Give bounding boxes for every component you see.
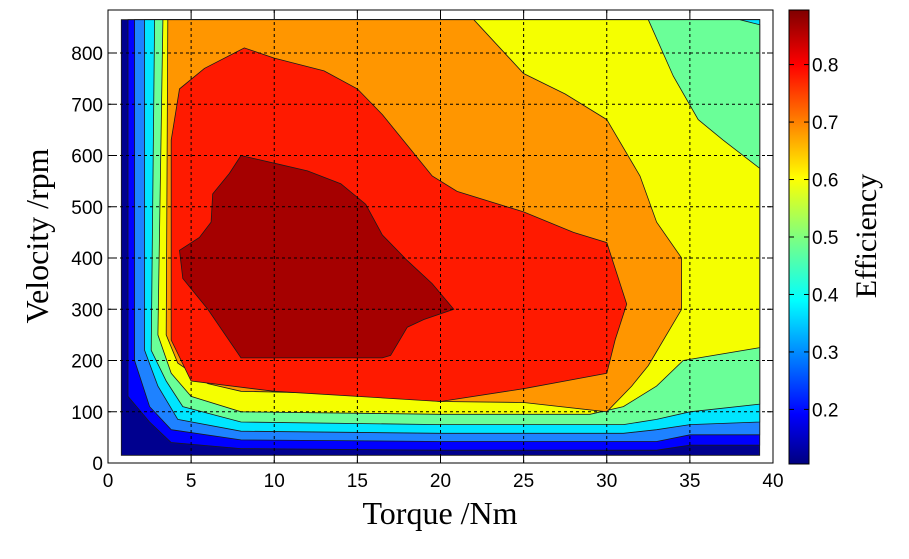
y-tick-label: 300 — [71, 300, 103, 321]
x-tick-label: 25 — [513, 471, 534, 492]
y-axis-title: Velocity /rpm — [19, 148, 55, 323]
colorbar-tick-label: 0.8 — [812, 56, 838, 77]
x-tick-label: 10 — [264, 471, 285, 492]
y-tick-label: 600 — [71, 147, 103, 168]
x-axis-title: Torque /Nm — [362, 495, 517, 531]
x-tick-label: 5 — [186, 471, 197, 492]
y-axis-ticks: 0 100 200 300 400 500 600 700 800 — [71, 44, 773, 475]
colorbar-tick-label: 0.5 — [812, 228, 838, 249]
y-tick-label: 0 — [92, 454, 103, 475]
colorbar-tick-label: 0.6 — [812, 171, 838, 192]
y-tick-label: 200 — [71, 352, 103, 373]
colorbar-ticks: 0.2 0.3 0.4 0.5 0.6 0.7 0.8 — [789, 56, 839, 421]
grid-lines — [108, 10, 773, 463]
colorbar-tick-label: 0.4 — [812, 285, 839, 306]
colorbar-tick-label: 0.2 — [812, 400, 838, 421]
x-tick-label: 40 — [762, 471, 783, 492]
colorbar-tick-label: 0.7 — [812, 113, 838, 134]
x-tick-label: 20 — [430, 471, 451, 492]
y-tick-label: 700 — [71, 95, 103, 116]
contour-fills — [120, 19, 761, 456]
x-tick-label: 15 — [347, 471, 368, 492]
contour-level-8 — [179, 155, 455, 359]
x-tick-label: 0 — [103, 471, 114, 492]
x-tick-label: 30 — [596, 471, 617, 492]
colorbar-title: Efficiency — [850, 174, 883, 298]
x-axis-ticks: 0 5 10 15 20 25 30 35 40 — [103, 10, 784, 492]
y-tick-label: 400 — [71, 249, 103, 270]
y-tick-label: 100 — [71, 403, 103, 424]
y-tick-label: 500 — [71, 198, 103, 219]
x-tick-label: 35 — [679, 471, 700, 492]
y-tick-label: 800 — [71, 44, 103, 65]
colorbar-tick-label: 0.3 — [812, 343, 838, 364]
